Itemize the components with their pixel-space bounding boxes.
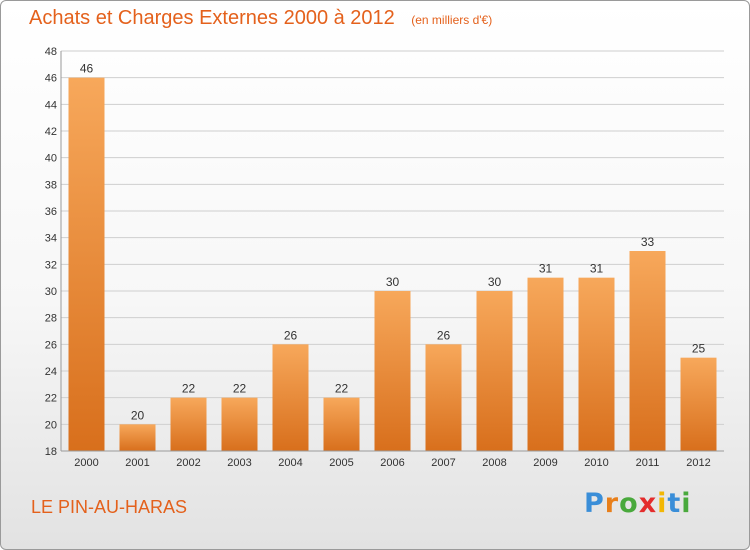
y-tick-label: 24: [45, 366, 57, 378]
bar-2004: [272, 344, 309, 451]
x-tick-label: 2003: [227, 457, 251, 469]
y-tick-label: 26: [45, 339, 57, 351]
axis-layer: 18 20 22 24 26 28 30 32 34 36 38 40 42 44 46 48 2000 2001…: [45, 46, 724, 469]
y-tick-label: 32: [45, 259, 57, 271]
bar-2009: [527, 277, 564, 451]
bar-2000: [68, 77, 105, 452]
x-tick-label: 2005: [329, 457, 353, 469]
y-tick-label: 22: [45, 393, 57, 405]
logo-letter: t: [667, 488, 682, 519]
bar-2011: [629, 251, 666, 451]
data-label: 26: [284, 328, 298, 342]
data-label: 33: [641, 235, 655, 249]
data-label: 30: [386, 275, 400, 289]
x-tick-label: 2001: [125, 457, 149, 469]
town-name: LE PIN-AU-HARAS: [31, 497, 188, 517]
data-label: 20: [131, 408, 145, 422]
data-label: 31: [590, 262, 604, 276]
y-tick-label: 42: [45, 126, 57, 138]
y-tick-label: 34: [45, 233, 57, 245]
logo-letter: i: [657, 488, 668, 519]
x-tick-label: 2006: [380, 457, 404, 469]
bar-2007: [425, 344, 462, 451]
data-label: 22: [233, 382, 247, 396]
labels-layer: 46 20 22 22 26 22 30 26 30 31 31 33 25: [80, 62, 706, 423]
y-tick-label: 46: [45, 73, 57, 85]
bar-2005: [323, 397, 360, 451]
data-label: 22: [335, 382, 349, 396]
logo-letter: P: [584, 488, 605, 519]
x-tick-label: 2009: [533, 457, 557, 469]
chart-title: Achats et Charges Externes 2000 à 2012: [29, 7, 395, 29]
bar-2010: [578, 277, 615, 451]
logo-letter: o: [619, 488, 639, 519]
y-tick-label: 28: [45, 313, 57, 325]
title-row: Achats et Charges Externes 2000 à 2012 (…: [29, 7, 492, 30]
y-tick-label: 44: [45, 99, 57, 111]
chart-subtitle: (en milliers d'€): [411, 13, 493, 27]
x-tick-label: 2007: [431, 457, 455, 469]
bar-2006: [374, 291, 411, 451]
y-tick-label: 30: [45, 286, 57, 298]
bar-2003: [221, 397, 258, 451]
data-label: 31: [539, 262, 553, 276]
y-tick-label: 38: [45, 179, 57, 191]
bar-2002: [170, 397, 207, 451]
bars-layer: [68, 77, 717, 452]
y-tick-label: 18: [45, 446, 57, 458]
logo-letter: i: [681, 488, 692, 519]
x-tick-label: 2010: [584, 457, 608, 469]
y-tick-label: 40: [45, 153, 57, 165]
x-tick-label: 2011: [636, 457, 660, 469]
bar-2008: [476, 291, 513, 451]
x-tick-label: 2002: [176, 457, 200, 469]
data-label: 30: [488, 275, 502, 289]
data-label: 26: [437, 328, 451, 342]
x-tick-label: 2000: [74, 457, 98, 469]
bar-2001: [119, 424, 156, 451]
bar-2012: [680, 357, 717, 451]
logo-letter: r: [604, 488, 620, 519]
data-label: 46: [80, 62, 94, 76]
y-tick-label: 20: [45, 419, 57, 431]
data-label: 22: [182, 382, 196, 396]
x-tick-label: 2012: [686, 457, 710, 469]
y-tick-label: 48: [45, 46, 57, 58]
x-tick-label: 2004: [278, 457, 302, 469]
logo-letter: x: [638, 488, 658, 519]
proxiti-logo: Proxiti: [584, 488, 692, 519]
y-tick-label: 36: [45, 206, 57, 218]
data-label: 25: [692, 342, 706, 356]
x-tick-label: 2008: [482, 457, 506, 469]
